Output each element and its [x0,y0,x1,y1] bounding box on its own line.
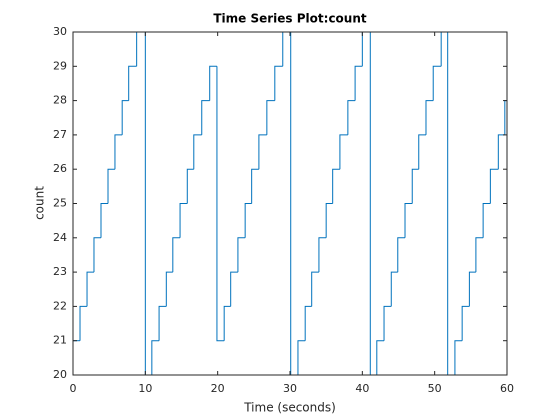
step [440,32,448,67]
step [114,134,123,170]
step [411,168,419,204]
step [251,168,259,204]
step [144,32,152,375]
step [216,66,225,342]
axes-box [72,31,508,376]
step [290,32,298,375]
y-tick-label: 30 [53,25,67,38]
step [489,168,499,204]
y-tick-label: 29 [53,59,67,72]
step [339,134,348,170]
x-tick-label: 0 [70,382,77,395]
step [201,100,210,135]
step [179,203,188,238]
step [376,340,385,375]
y-tick-label: 27 [53,128,67,141]
y-tick-label: 26 [53,162,67,175]
step [482,203,491,238]
step [186,168,194,204]
step [468,271,476,307]
x-tick-label: 60 [500,382,514,395]
step [151,340,160,375]
y-tick-label: 22 [53,299,67,312]
step [418,134,426,170]
step [274,65,283,101]
x-tick-label: 50 [428,382,442,395]
step [107,168,115,204]
step [258,134,267,170]
x-tick-label: 30 [283,382,297,395]
step [369,32,377,375]
step [100,203,109,238]
step [297,340,306,375]
step [237,237,246,273]
step [461,305,470,341]
step [404,203,413,238]
step [332,168,340,204]
y-tick-label: 28 [53,94,67,107]
step [193,134,202,170]
step [347,100,356,135]
y-tick-label: 21 [53,334,67,347]
step [93,237,101,273]
step [454,340,463,375]
step [475,237,484,273]
step [209,65,217,101]
step [136,32,146,67]
step [318,237,327,273]
chart-title: Time Series Plot:count [213,12,367,26]
step [497,134,505,170]
step [390,271,398,307]
step [361,32,371,67]
step [230,271,238,307]
step [266,100,275,135]
step [172,237,181,273]
step [244,203,252,238]
x-tick-label: 40 [355,382,369,395]
step [432,65,442,101]
x-tick-label: 20 [211,382,225,395]
step [128,65,137,101]
step [383,305,392,341]
step [354,65,363,101]
step [223,305,231,341]
step [425,100,434,135]
plot-area [73,32,507,375]
step [447,32,455,375]
step [397,237,406,273]
step [79,305,88,341]
y-tick-label: 20 [53,368,67,381]
step [282,32,291,67]
y-tick-label: 24 [53,231,67,244]
step [86,271,94,307]
step [165,271,173,307]
y-axis-label: count [33,186,47,220]
step [311,271,319,307]
step [325,203,333,238]
step [158,305,167,341]
x-axis-label: Time (seconds) [243,401,336,415]
step [304,305,312,341]
y-tick-label: 25 [53,197,67,210]
step [121,100,129,135]
x-tick-label: 10 [138,382,152,395]
y-tick-label: 23 [53,265,67,278]
